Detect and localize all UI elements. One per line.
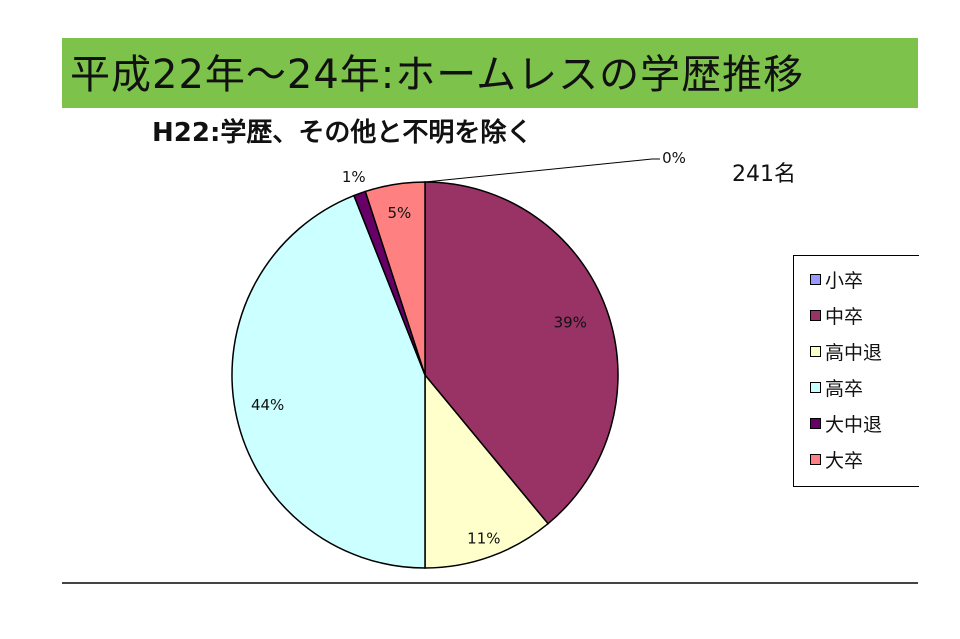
- title-band: 平成22年〜24年:ホームレスの学歴推移: [62, 38, 918, 108]
- legend-label-1: 中卒: [825, 305, 864, 328]
- legend-label-3: 高卒: [825, 377, 864, 400]
- page-title: 平成22年〜24年:ホームレスの学歴推移: [70, 52, 805, 98]
- legend-item-1: 中卒: [810, 300, 863, 330]
- pie-slice-3: [231, 194, 426, 569]
- legend-swatch-0: [810, 273, 821, 285]
- respondent-count: 241名: [732, 162, 796, 187]
- legend-item-3: 高卒: [810, 372, 863, 402]
- chart-legend: 小卒中卒高中退高卒大中退大卒: [793, 255, 919, 487]
- legend-swatch-3: [810, 381, 821, 393]
- legend-swatch-2: [810, 345, 821, 357]
- bottom-divider: [62, 582, 918, 584]
- legend-item-2: 高中退: [810, 336, 882, 366]
- legend-label-0: 小卒: [825, 269, 864, 292]
- legend-swatch-5: [810, 453, 821, 465]
- slice-label-1: 39%: [554, 314, 587, 332]
- chart-title: H22:学歴、その他と不明を除く: [152, 118, 533, 148]
- legend-item-0: 小卒: [810, 264, 863, 294]
- legend-label-5: 大卒: [825, 449, 864, 472]
- slice-label-5: 5%: [387, 204, 411, 222]
- leader-line-0: [424, 158, 660, 183]
- legend-item-4: 大中退: [810, 408, 882, 438]
- legend-swatch-1: [810, 309, 821, 321]
- legend-item-5: 大卒: [810, 444, 863, 474]
- slice-label-0: 0%: [662, 149, 686, 167]
- pie-slice-2: [424, 372, 550, 569]
- slice-label-4: 1%: [342, 168, 366, 186]
- legend-label-2: 高中退: [825, 341, 883, 364]
- pie-slice-1: [424, 181, 619, 525]
- legend-swatch-4: [810, 417, 821, 429]
- slice-label-3: 44%: [251, 396, 284, 414]
- pie-slice-5: [364, 181, 426, 376]
- slice-label-2: 11%: [467, 529, 500, 547]
- legend-label-4: 大中退: [825, 413, 883, 436]
